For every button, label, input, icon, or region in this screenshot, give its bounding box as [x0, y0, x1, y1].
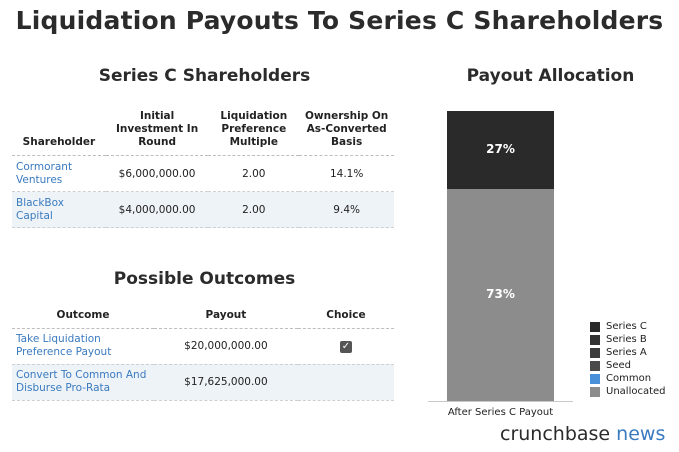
legend-item: Series B [590, 333, 666, 346]
shareholders-table: Shareholder Initial Investment In Round … [12, 108, 394, 228]
brand-logo: crunchbase news [500, 423, 665, 445]
multiple-value: 2.00 [208, 191, 300, 228]
bar-label-unallocated: 73% [486, 287, 515, 301]
table-row: Cormorant Ventures $6,000,000.00 2.00 14… [12, 155, 394, 192]
legend-item: Series A [590, 346, 666, 359]
legend-swatch [590, 334, 600, 345]
shareholder-name-link[interactable]: BlackBox Capital [12, 191, 106, 228]
chart-legend: Series C Series B Series A Seed Common U… [590, 320, 666, 398]
bar-series-c: 27% [447, 111, 554, 189]
ownership-value: 14.1% [299, 155, 394, 192]
table-row: BlackBox Capital $4,000,000.00 2.00 9.4% [12, 191, 394, 228]
outcomes-table: Outcome Payout Choice Take Liquidation P… [12, 306, 394, 401]
legend-label: Series C [606, 321, 647, 332]
x-category-label: After Series C Payout [447, 407, 554, 418]
multiple-value: 2.00 [208, 155, 300, 192]
legend-swatch [590, 373, 600, 384]
col-payout: Payout [154, 306, 298, 329]
legend-item: Seed [590, 359, 666, 372]
col-shareholder: Shareholder [12, 108, 106, 156]
brand-suffix: news [616, 423, 666, 445]
x-axis [428, 401, 573, 402]
outcomes-title: Possible Outcomes [113, 269, 296, 289]
outcome-link[interactable]: Take Liquidation Preference Payout [12, 328, 154, 365]
legend-swatch [590, 321, 600, 332]
legend-swatch [590, 360, 600, 371]
legend-label: Series B [606, 334, 647, 345]
shareholder-name-link[interactable]: Cormorant Ventures [12, 155, 106, 192]
legend-item: Series C [590, 320, 666, 333]
col-outcome: Outcome [12, 306, 154, 329]
legend-label: Common [606, 373, 652, 384]
chart-title: Payout Allocation [466, 66, 635, 86]
payout-value: $17,625,000.00 [154, 364, 298, 401]
check-icon[interactable]: ✓ [339, 340, 352, 353]
payout-value: $20,000,000.00 [154, 328, 298, 365]
investment-value: $4,000,000.00 [105, 191, 209, 228]
col-ownership: Ownership On As-Converted Basis [299, 108, 394, 156]
legend-label: Unallocated [606, 386, 666, 397]
ownership-value: 9.4% [299, 191, 394, 228]
legend-item: Common [590, 372, 666, 385]
legend-label: Seed [606, 360, 631, 371]
choice-cell [297, 364, 394, 401]
table-row: Convert To Common And Disburse Pro-Rata … [12, 364, 394, 401]
bar-unallocated: 73% [447, 189, 554, 401]
brand-name: crunchbase [500, 423, 611, 445]
shareholders-title: Series C Shareholders [98, 66, 311, 86]
page-title: Liquidation Payouts To Series C Sharehol… [15, 6, 664, 35]
legend-swatch [590, 347, 600, 358]
investment-value: $6,000,000.00 [105, 155, 209, 192]
col-investment: Initial Investment In Round [105, 108, 209, 156]
outcome-link[interactable]: Convert To Common And Disburse Pro-Rata [12, 364, 154, 401]
col-multiple: Liquidation Preference Multiple [208, 108, 300, 156]
choice-cell: ✓ [297, 328, 394, 365]
legend-item: Unallocated [590, 385, 666, 398]
legend-label: Series A [606, 347, 647, 358]
col-choice: Choice [297, 306, 394, 329]
bar-label-series-c: 27% [486, 142, 515, 156]
table-row: Take Liquidation Preference Payout $20,0… [12, 328, 394, 365]
legend-swatch [590, 386, 600, 397]
